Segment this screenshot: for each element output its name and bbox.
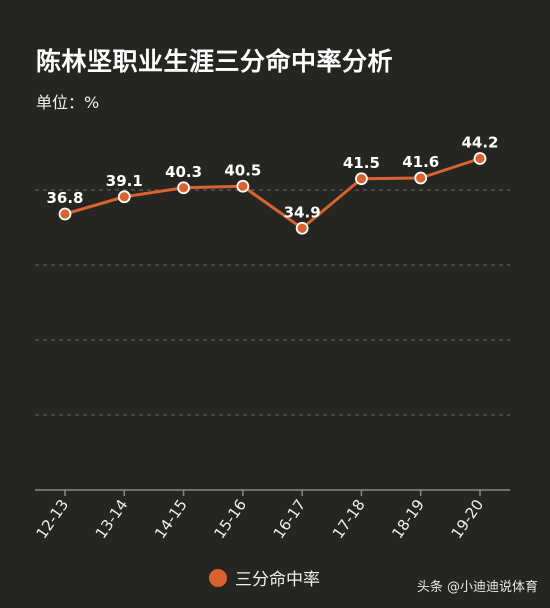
legend-marker [209,568,227,587]
data-point [295,221,309,235]
data-point [177,181,190,195]
x-tick-label: 14-15 [151,496,191,542]
x-tick-label: 19-20 [448,496,488,542]
data-label: 44.2 [461,134,498,152]
data-point [355,172,368,186]
legend-label: 三分命中率 [235,570,320,590]
watermark: 头条 @小迪迪说体育 [416,580,538,595]
x-tick-label: 13-14 [92,496,132,542]
data-label: 40.3 [165,163,202,181]
data-label: 39.1 [106,172,143,190]
data-label: 41.6 [402,153,439,171]
data-label: 34.9 [284,203,321,221]
legend: 三分命中率 [209,565,320,590]
x-tick-label: 18-19 [388,496,428,542]
data-point [414,171,428,185]
data-point [58,207,72,221]
series-line [64,157,481,230]
x-tick-label: 12-13 [33,496,73,542]
x-tick-label: 16-17 [270,496,310,542]
data-point [473,152,487,165]
data-label: 41.5 [343,154,380,172]
x-tick-label: 17-18 [329,496,369,542]
unit-label: 单位：% [36,93,100,112]
data-label: 40.5 [224,161,261,179]
data-label: 36.8 [46,189,83,207]
chart-title: 陈林坚职业生涯三分命中率分析 [36,47,394,76]
data-point [117,190,131,204]
data-point [236,179,250,193]
x-tick-label: 15-16 [210,496,250,542]
